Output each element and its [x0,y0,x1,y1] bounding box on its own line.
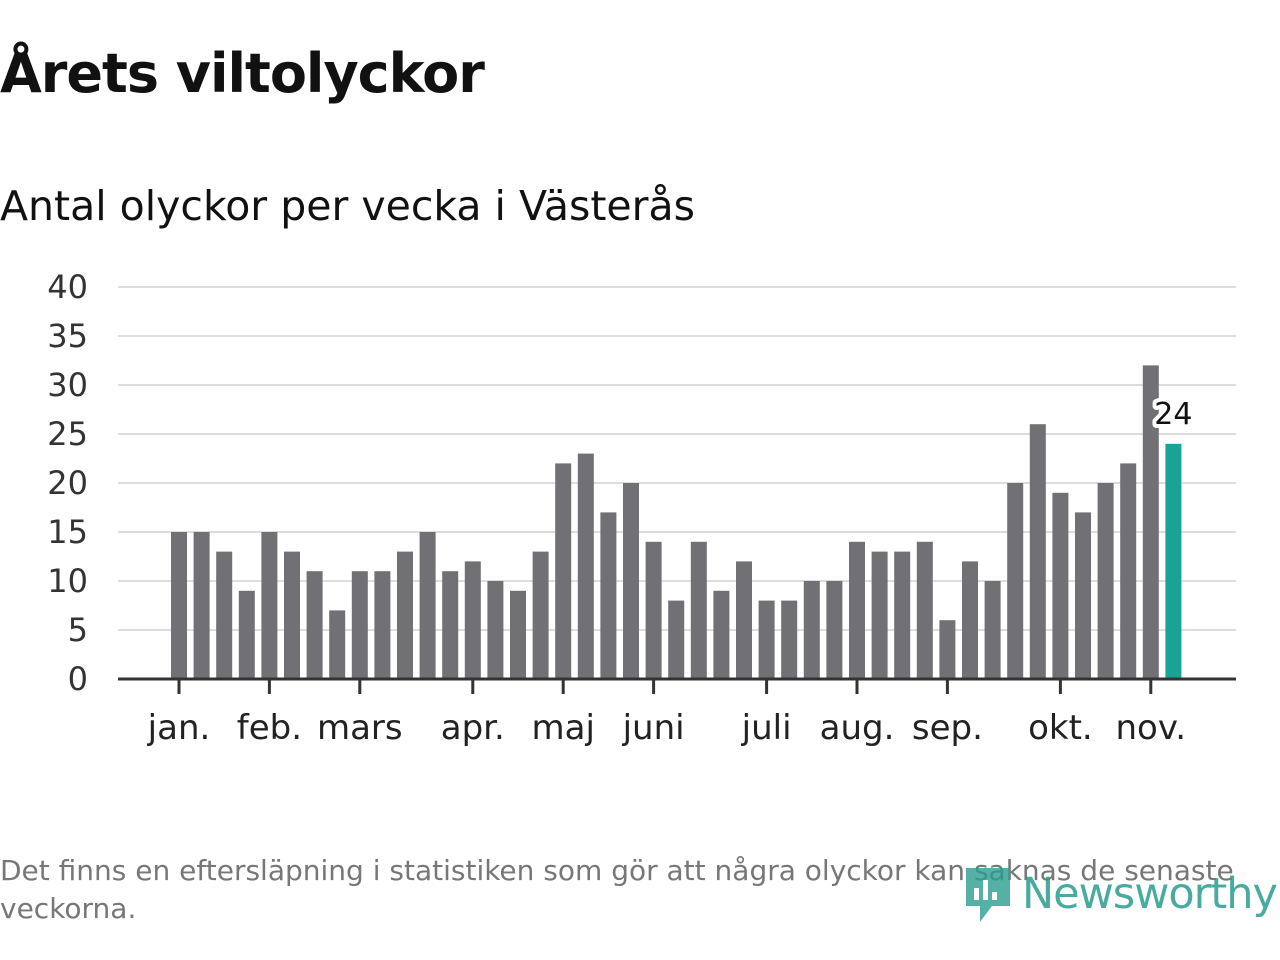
y-tick-label: 10 [47,562,88,600]
chart-title: Årets viltolyckor [0,42,485,105]
bar [668,600,685,679]
y-tick-label: 30 [47,366,88,404]
bar [894,551,911,679]
value-label-halo: 24 [1154,397,1192,432]
y-tick-label: 20 [47,464,88,502]
bar [623,483,639,679]
bar [171,532,187,679]
x-month-label: nov. [1115,708,1186,748]
bar [306,571,323,679]
bar [419,532,436,679]
bar [442,571,459,679]
x-month-label: apr. [441,708,505,748]
bar [962,561,978,679]
bar [939,620,956,679]
y-tick-label: 15 [47,513,88,551]
newsworthy-logo: Newsworthy [962,862,1278,926]
bar [374,571,391,679]
x-month-label: sep. [912,708,983,748]
bar [238,590,255,679]
bar [803,581,820,679]
bar [713,590,730,679]
x-month-label: mars [317,708,403,748]
bar [736,561,752,679]
bar [1142,365,1159,679]
bar [645,541,662,679]
bar [849,541,865,679]
bar [600,512,617,679]
bar [532,551,549,679]
bar [690,541,707,679]
bar-chart: 0 5 10 15 20 25 30 35 40 jan. feb. mars apr. maj juni j… [47,268,1236,748]
bar [916,541,933,679]
y-tick-label: 40 [47,268,88,306]
bar [351,571,368,679]
bar [216,551,233,679]
bar [577,453,594,679]
y-tick-label: 0 [68,660,88,698]
bar [487,581,504,679]
x-month-label: okt. [1028,708,1093,748]
bar [984,581,1001,679]
bar [261,532,278,679]
bar [781,600,798,679]
x-month-label: maj [531,708,594,748]
bar [397,551,413,679]
x-month-label: aug. [820,708,895,748]
footnote: Det finns en eftersläpning i statistiken… [0,854,1234,925]
bar [1120,463,1137,679]
y-tick-label: 5 [68,611,88,649]
newsworthy-logo-icon [966,868,1010,922]
bar [826,581,843,679]
bar [510,590,526,679]
x-month-label: jan. [147,708,211,748]
bar [193,532,210,679]
bar [555,463,572,679]
highlighted-bar [1165,443,1182,679]
x-month-label: juni [622,708,685,748]
x-month-label: feb. [237,708,302,748]
bar [871,551,888,679]
brand-name: Newsworthy [1022,869,1278,919]
value-label: 24 [1154,397,1192,432]
bar [1097,483,1114,679]
bar [758,600,775,679]
bar [1007,483,1024,679]
bar [1029,424,1046,679]
bar [329,610,346,679]
y-tick-label: 25 [47,415,88,453]
chart-subtitle: Antal olyckor per vecka i Västerås [0,182,695,230]
x-month-label: juli [741,708,792,748]
bar [464,561,481,679]
bar [284,551,300,679]
bar [1075,512,1091,679]
y-tick-label: 35 [47,317,88,355]
bar [1052,492,1069,679]
